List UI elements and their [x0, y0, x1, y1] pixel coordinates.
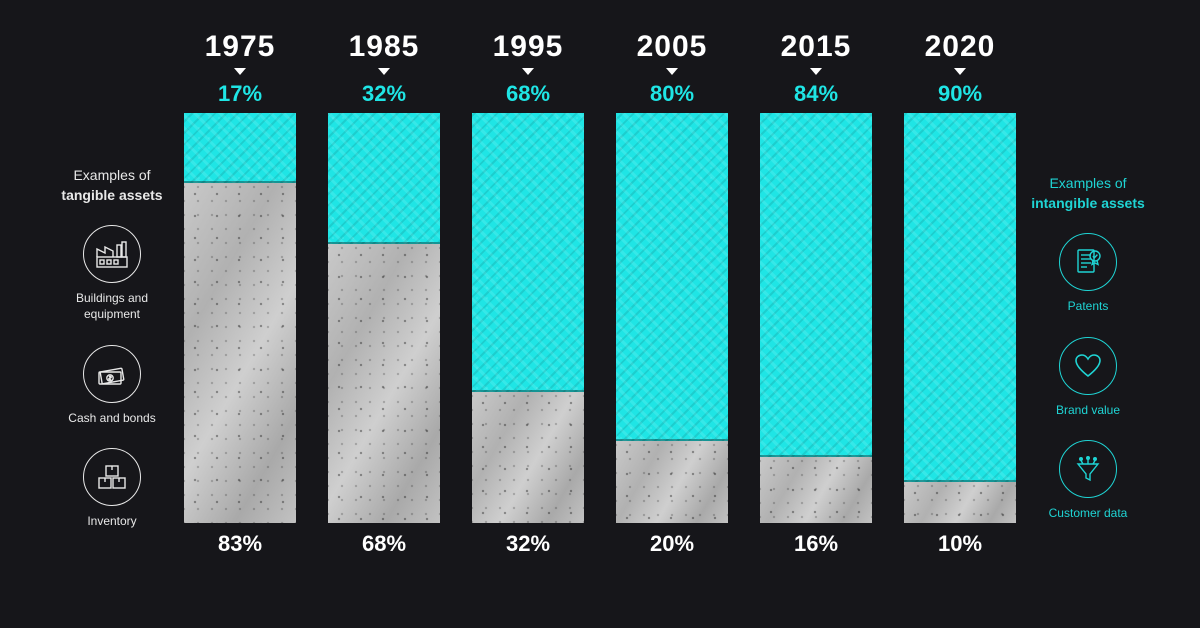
- tangible-pct-label: 32%: [506, 531, 550, 557]
- tangible-label-buildings: Buildings and equipment: [57, 291, 167, 322]
- tangible-segment: [472, 392, 584, 523]
- bar-column: 2005 80% 20%: [616, 30, 728, 598]
- year-label: 2015: [781, 30, 852, 64]
- chevron-down-icon: [522, 68, 534, 75]
- bar-column: 1985 32% 68%: [328, 30, 440, 598]
- intangible-segment: [616, 113, 728, 441]
- intangible-item-patents: Patents: [1059, 233, 1117, 315]
- tangible-item-inventory: Inventory: [83, 448, 141, 530]
- tangible-label-cash: Cash and bonds: [68, 411, 155, 427]
- tangible-title-line2: tangible assets: [61, 187, 162, 203]
- tangible-item-cash: Cash and bonds: [68, 345, 155, 427]
- intangible-pct-label: 17%: [218, 81, 262, 107]
- intangible-segment: [184, 113, 296, 183]
- intangible-label-brand: Brand value: [1056, 403, 1120, 419]
- intangible-panel: Examples of intangible assets Patents: [1016, 84, 1160, 544]
- tangible-pct-label: 16%: [794, 531, 838, 557]
- stacked-bar: [760, 113, 872, 523]
- tangible-item-buildings: Buildings and equipment: [57, 225, 167, 322]
- heart-icon: [1059, 337, 1117, 395]
- infographic-root: Examples of tangible assets Buildings an…: [0, 0, 1200, 628]
- stacked-bar: [328, 113, 440, 523]
- cash-icon: [83, 345, 141, 403]
- intangible-title-line1: Examples of: [1049, 175, 1126, 191]
- intangible-item-brand: Brand value: [1056, 337, 1120, 419]
- tangible-pct-label: 20%: [650, 531, 694, 557]
- intangible-pct-label: 80%: [650, 81, 694, 107]
- tangible-segment: [328, 244, 440, 523]
- tangible-pct-label: 10%: [938, 531, 982, 557]
- intangible-pct-label: 90%: [938, 81, 982, 107]
- patent-icon: [1059, 233, 1117, 291]
- intangible-segment: [328, 113, 440, 244]
- chevron-down-icon: [378, 68, 390, 75]
- stacked-bar: [616, 113, 728, 523]
- year-label: 1975: [205, 30, 276, 64]
- intangible-segment: [904, 113, 1016, 482]
- intangible-title: Examples of intangible assets: [1031, 174, 1145, 213]
- intangible-pct-label: 84%: [794, 81, 838, 107]
- factory-icon: [83, 225, 141, 283]
- tangible-segment: [904, 482, 1016, 523]
- intangible-pct-label: 68%: [506, 81, 550, 107]
- intangible-label-data: Customer data: [1049, 506, 1128, 522]
- tangible-pct-label: 68%: [362, 531, 406, 557]
- chevron-down-icon: [810, 68, 822, 75]
- year-label: 1985: [349, 30, 420, 64]
- stacked-bar: [184, 113, 296, 523]
- chevron-down-icon: [234, 68, 246, 75]
- intangible-title-line2: intangible assets: [1031, 195, 1145, 211]
- intangible-segment: [472, 113, 584, 392]
- intangible-pct-label: 32%: [362, 81, 406, 107]
- tangible-label-inventory: Inventory: [87, 514, 136, 530]
- intangible-item-data: Customer data: [1049, 440, 1128, 522]
- tangible-segment: [184, 183, 296, 523]
- stacked-bar-chart: 1975 17% 83% 1985 32% 68% 1995 68% 32% 2005 80% 20%…: [184, 30, 1016, 598]
- bar-column: 1995 68% 32%: [472, 30, 584, 598]
- chevron-down-icon: [954, 68, 966, 75]
- tangible-title-line1: Examples of: [73, 167, 150, 183]
- bar-column: 2020 90% 10%: [904, 30, 1016, 598]
- stacked-bar: [472, 113, 584, 523]
- tangible-segment: [616, 441, 728, 523]
- year-label: 2005: [637, 30, 708, 64]
- intangible-segment: [760, 113, 872, 457]
- year-label: 2020: [925, 30, 996, 64]
- tangible-panel: Examples of tangible assets Buildings an…: [40, 76, 184, 552]
- bar-column: 1975 17% 83%: [184, 30, 296, 598]
- tangible-pct-label: 83%: [218, 531, 262, 557]
- year-label: 1995: [493, 30, 564, 64]
- bar-column: 2015 84% 16%: [760, 30, 872, 598]
- chevron-down-icon: [666, 68, 678, 75]
- tangible-title: Examples of tangible assets: [61, 166, 162, 205]
- stacked-bar: [904, 113, 1016, 523]
- tangible-segment: [760, 457, 872, 523]
- intangible-label-patents: Patents: [1068, 299, 1109, 315]
- boxes-icon: [83, 448, 141, 506]
- funnel-icon: [1059, 440, 1117, 498]
